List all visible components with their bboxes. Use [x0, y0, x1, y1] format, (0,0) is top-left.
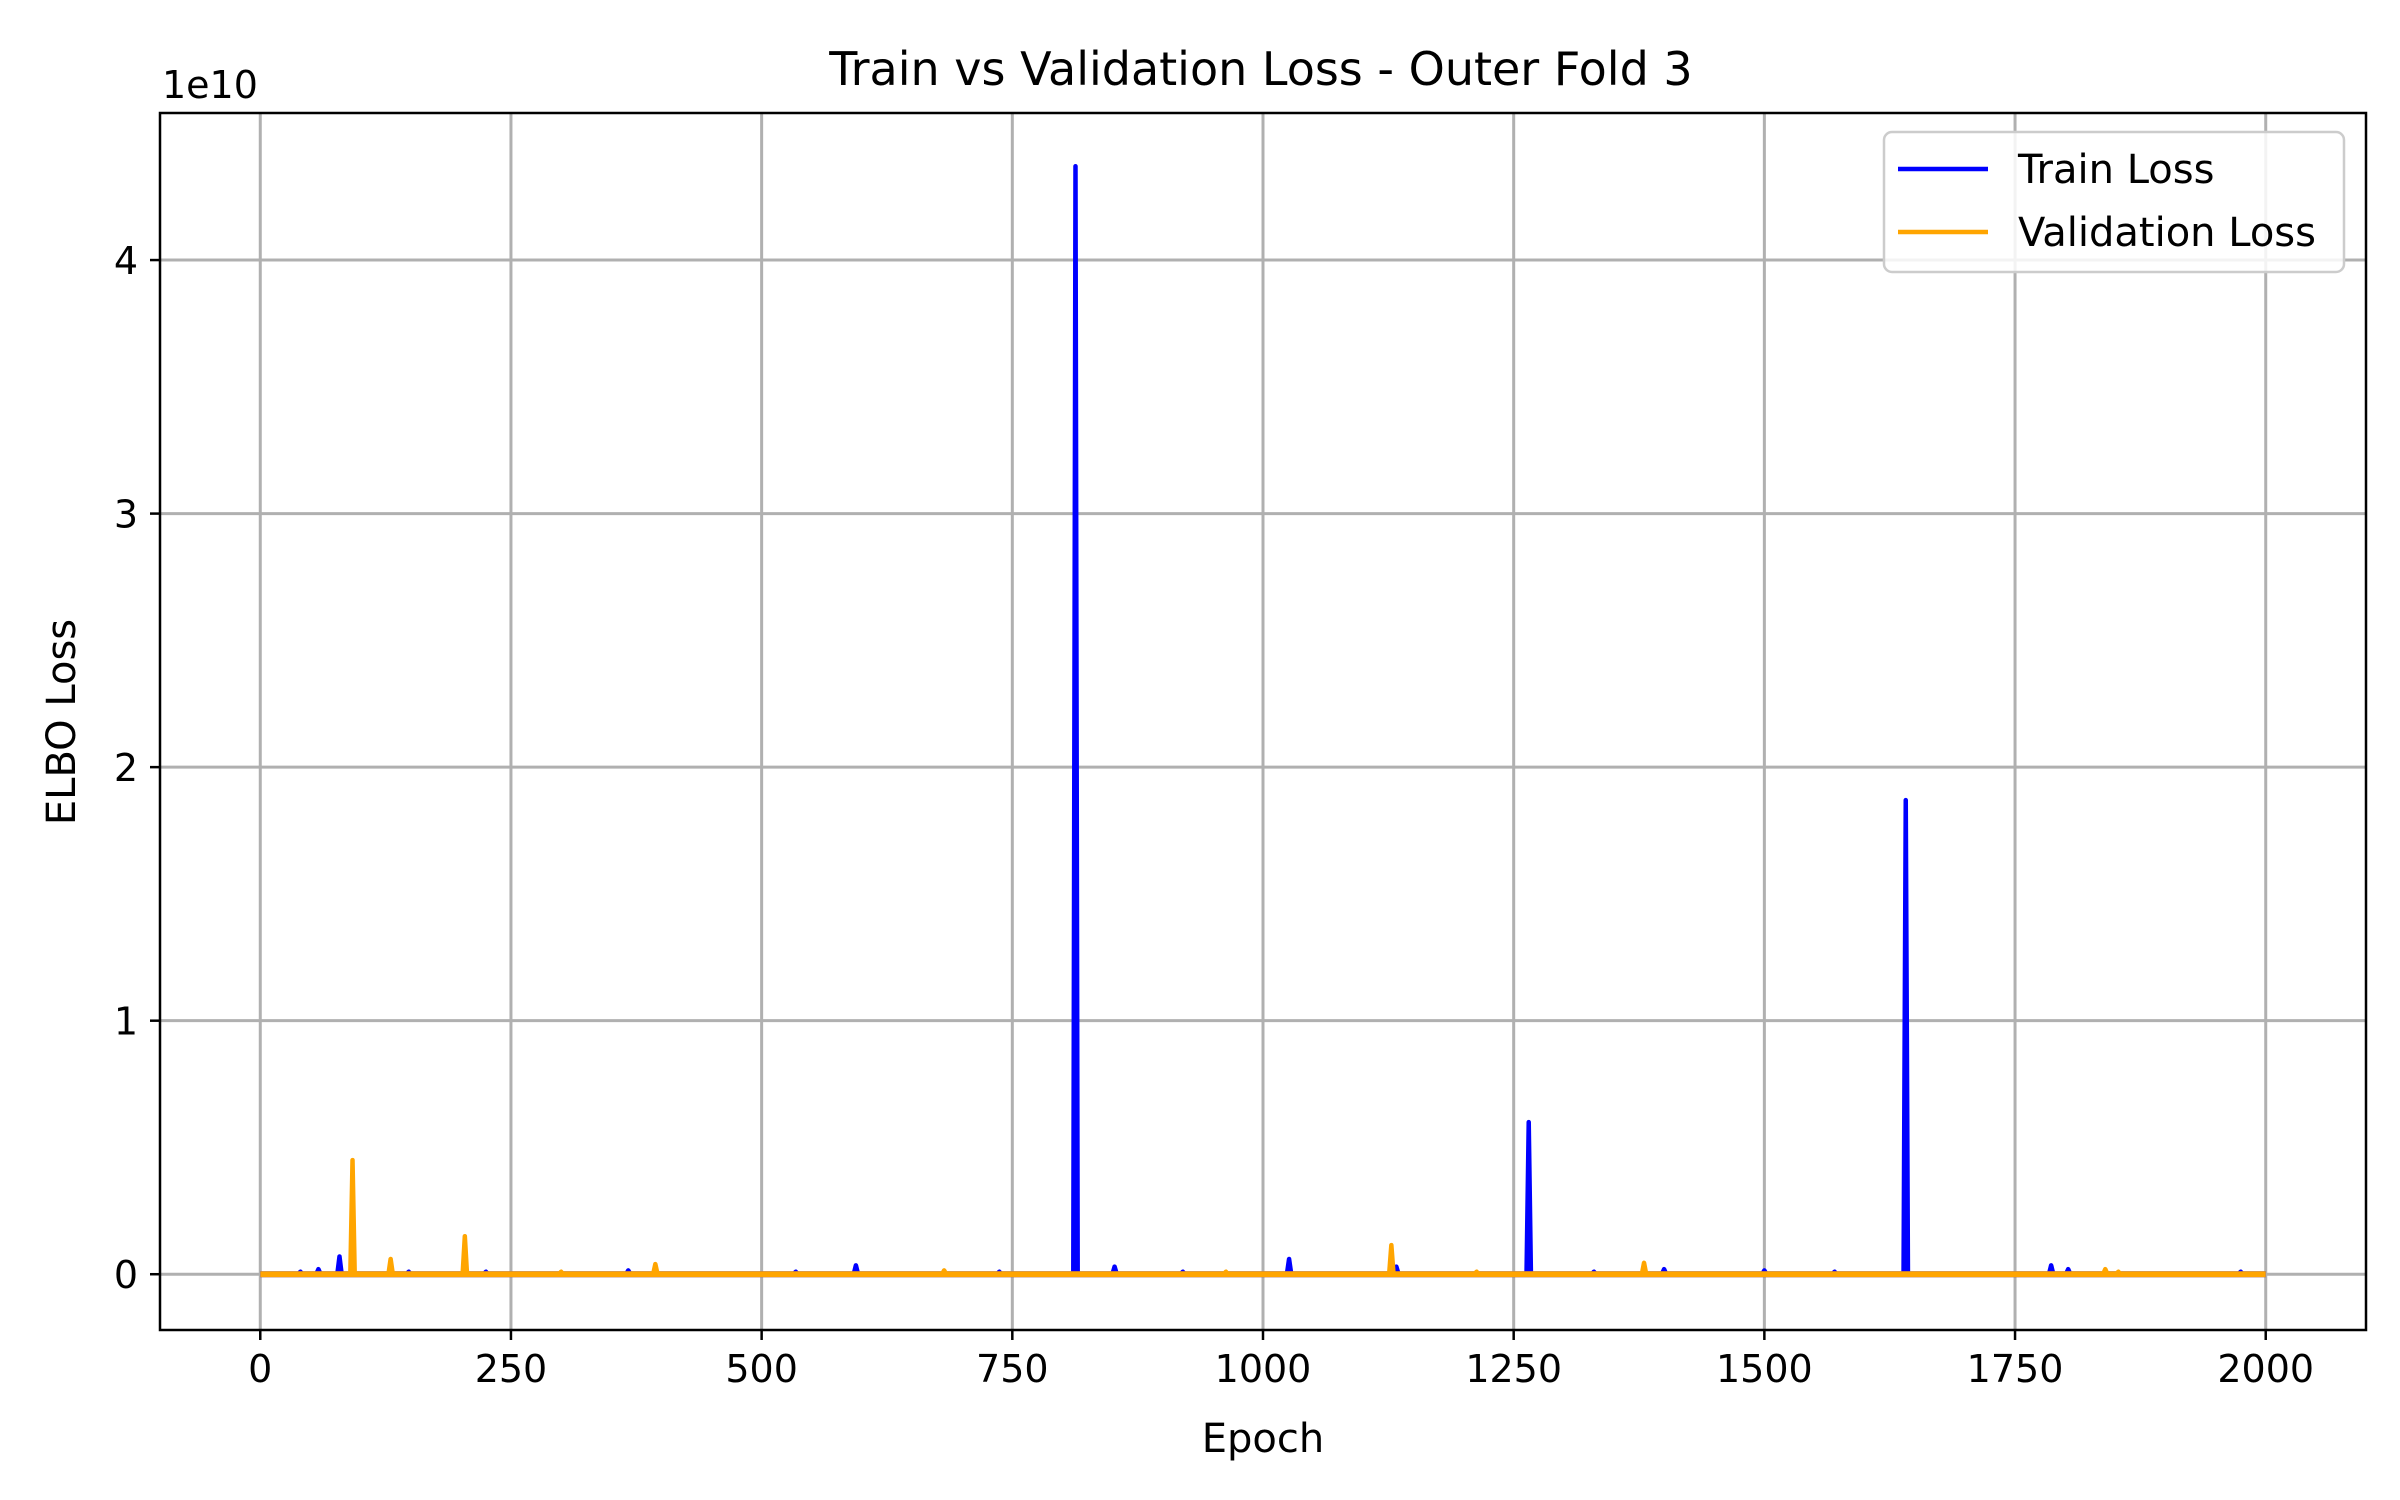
- x-tick-label: 500: [725, 1347, 798, 1391]
- y-scale-label: 1e10: [162, 63, 258, 107]
- x-tick-label: 1250: [1465, 1347, 1562, 1391]
- y-tick-label: 0: [114, 1253, 138, 1297]
- validation-loss-spike: [348, 1157, 357, 1275]
- validation-loss-spike: [386, 1256, 396, 1275]
- y-tick-label: 2: [114, 746, 138, 790]
- validation-loss-spike: [1386, 1242, 1396, 1275]
- y-tick-label: 1: [114, 1000, 138, 1044]
- x-tick-label: 1500: [1716, 1347, 1813, 1391]
- x-tick-label: 1000: [1215, 1347, 1312, 1391]
- chart-title: Train vs Validation Loss - Outer Fold 3: [828, 42, 1692, 96]
- train-loss-spike: [1901, 797, 1911, 1275]
- x-tick-label: 250: [475, 1347, 548, 1391]
- train-loss-spike: [335, 1254, 344, 1275]
- validation-loss-spike: [2114, 1269, 2123, 1276]
- x-tick-label: 2000: [2217, 1347, 2314, 1391]
- train-loss-spike: [1284, 1256, 1294, 1275]
- axis-ticks: 0 250 500 750 1000 1250 1500 1750 2000 0 1 2 3 4: [114, 239, 2314, 1391]
- y-axis-label: ELBO Loss: [39, 619, 85, 825]
- x-tick-label: 0: [248, 1347, 272, 1391]
- validation-loss-spike: [1472, 1269, 1481, 1276]
- y-tick-label: 3: [114, 493, 138, 537]
- legend-label-validation-loss: Validation Loss: [2018, 210, 2316, 256]
- x-tick-label: 750: [976, 1347, 1049, 1391]
- validation-loss-spike: [557, 1269, 565, 1276]
- legend: Train Loss Validation Loss: [1882, 130, 2346, 274]
- validation-loss-spike: [650, 1261, 660, 1275]
- validation-loss-spike: [1221, 1269, 1230, 1276]
- legend-label-train-loss: Train Loss: [2017, 147, 2214, 193]
- validation-loss-spike: [939, 1268, 949, 1276]
- validation-loss-spike: [1639, 1260, 1649, 1275]
- validation-loss-spike: [2101, 1266, 2110, 1276]
- validation-loss-spike: [460, 1233, 470, 1275]
- x-axis-label: Epoch: [1202, 1416, 1324, 1462]
- plot-series: [260, 163, 2266, 1278]
- y-tick-label: 4: [114, 239, 138, 283]
- train-loss-spike: [1071, 163, 1080, 1275]
- legend-box: [1882, 130, 2346, 274]
- x-tick-label: 1750: [1967, 1347, 2064, 1391]
- train-loss-spike: [1524, 1119, 1534, 1275]
